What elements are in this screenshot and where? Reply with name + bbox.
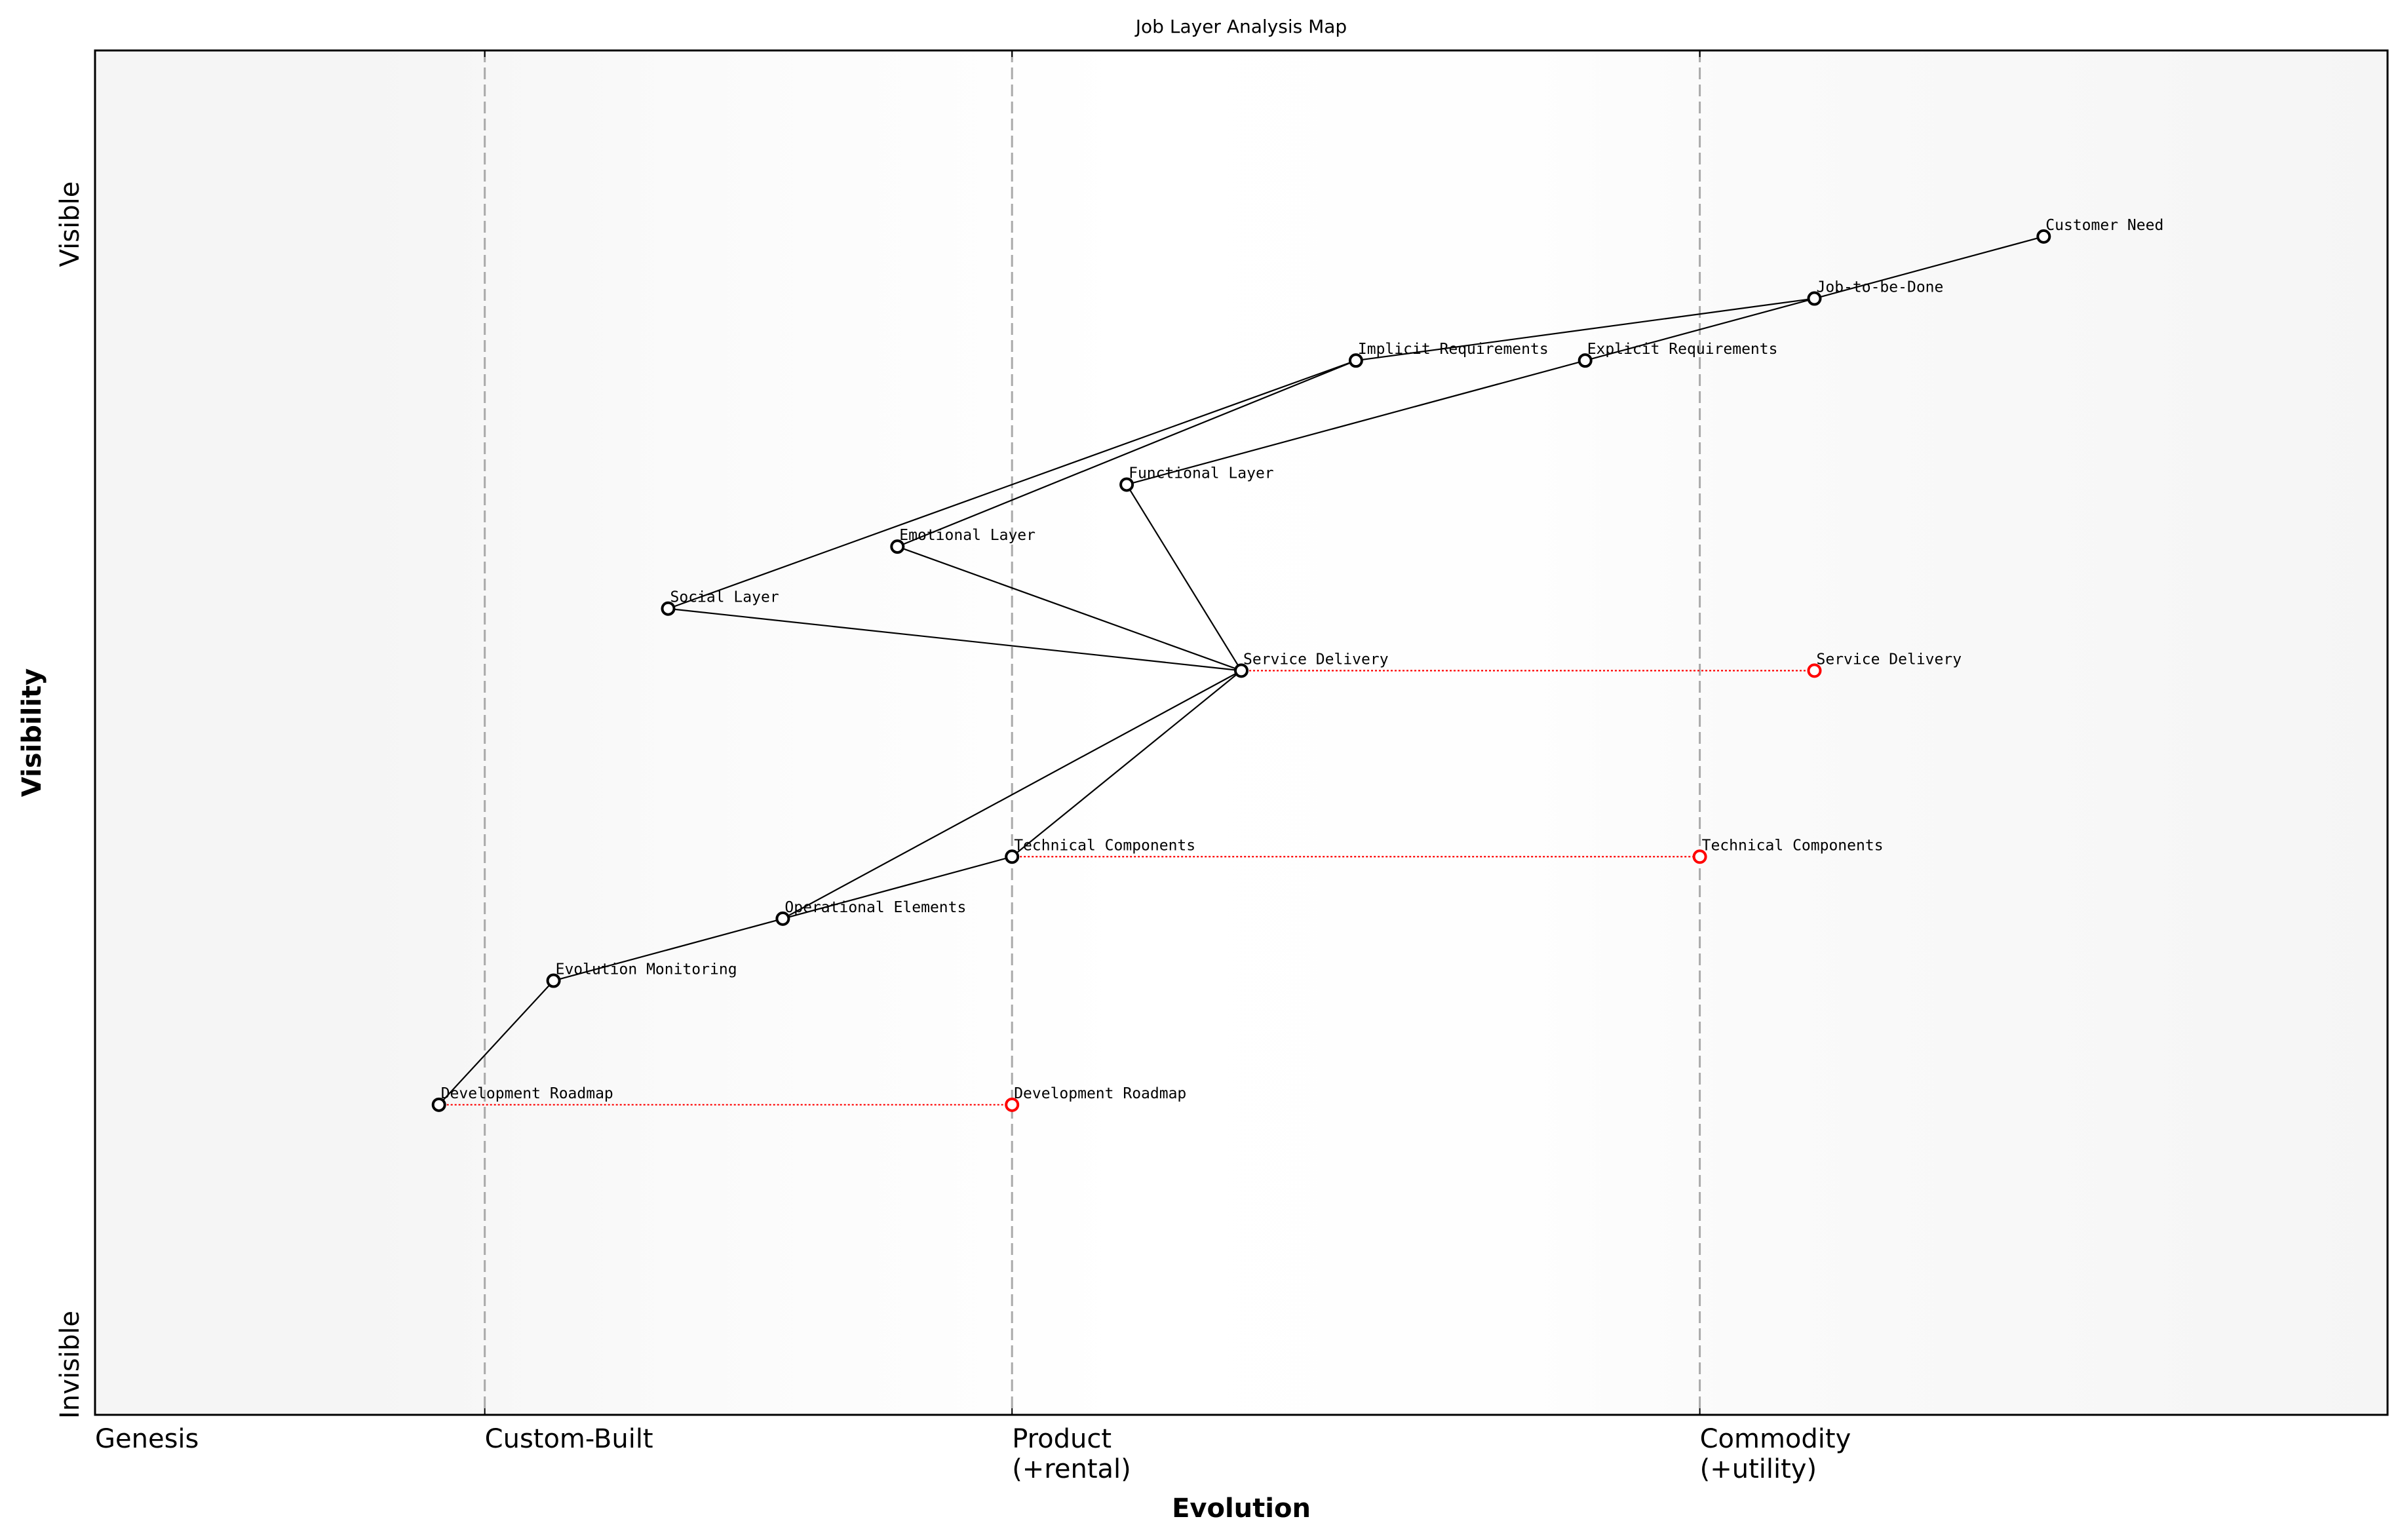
evolved-component-marker[interactable] (1692, 849, 1707, 864)
x-tick-label: Custom-Built (485, 1424, 653, 1454)
dependency-link (897, 360, 1357, 548)
component-label: Functional Layer (1129, 465, 1274, 482)
dependency-link (1011, 670, 1242, 858)
component-label: Technical Components (1014, 837, 1195, 854)
component-label: Service Delivery (1243, 651, 1389, 668)
component-marker[interactable] (1119, 477, 1134, 492)
component-marker[interactable] (1234, 663, 1248, 678)
plot-frame (94, 49, 2389, 1416)
evolved-component-marker[interactable] (1807, 663, 1822, 678)
component-marker[interactable] (431, 1097, 446, 1112)
component-label: Job-to-be-Done (1817, 279, 1944, 296)
component-label: Customer Need (2045, 217, 2163, 234)
dependency-link (1126, 360, 1585, 486)
component-marker[interactable] (2036, 229, 2051, 244)
component-marker[interactable] (1348, 353, 1363, 368)
component-marker[interactable] (1577, 353, 1593, 368)
dependency-link (1126, 484, 1242, 671)
dependency-link (1814, 235, 2044, 299)
dependency-link (668, 607, 1242, 672)
dependency-link (897, 546, 1242, 672)
x-axis-label: Evolution (1172, 1493, 1311, 1524)
component-label: Social Layer (670, 589, 779, 606)
x-tick-label: Commodity (+utility) (1700, 1424, 1851, 1484)
component-marker[interactable] (1005, 849, 1020, 864)
component-label: Evolution Monitoring (556, 961, 737, 978)
dependency-link (783, 856, 1013, 919)
y-axis-label: Visibility (17, 668, 47, 797)
dependency-link (1355, 298, 1815, 362)
component-label: Operational Elements (784, 899, 966, 916)
dependency-link (668, 360, 1357, 609)
y-label-visible: Visible (55, 182, 85, 267)
evolved-component-marker[interactable] (1005, 1097, 1020, 1112)
evolved-component-label: Development Roadmap (1014, 1085, 1186, 1102)
component-marker[interactable] (775, 911, 790, 926)
evolved-component-label: Technical Components (1702, 837, 1884, 854)
component-label: Development Roadmap (441, 1085, 613, 1102)
component-marker[interactable] (661, 601, 676, 616)
dependency-link (1585, 298, 1815, 362)
component-label: Emotional Layer (899, 527, 1035, 544)
component-label: Explicit Requirements (1587, 341, 1778, 358)
component-marker[interactable] (1807, 291, 1822, 306)
dependency-link (782, 670, 1242, 919)
y-label-invisible: Invisible (55, 1311, 85, 1419)
x-tick-label: Genesis (95, 1424, 199, 1454)
chart-title: Job Layer Analysis Map (1134, 16, 1347, 37)
component-label: Implicit Requirements (1358, 341, 1549, 358)
x-tick-label: Product (+rental) (1012, 1424, 1131, 1484)
plot-background (95, 50, 2388, 1415)
evolved-component-label: Service Delivery (1817, 651, 1962, 668)
dependency-link (553, 917, 783, 982)
dependency-link (438, 980, 554, 1106)
component-marker[interactable] (890, 539, 905, 554)
component-marker[interactable] (546, 973, 561, 988)
